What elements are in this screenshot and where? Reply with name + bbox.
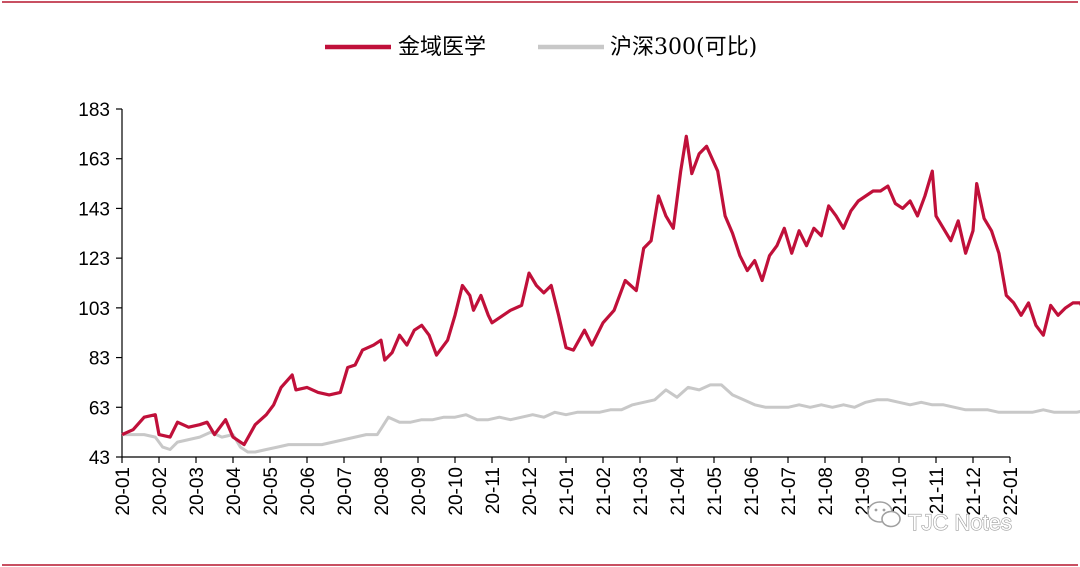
y-axis: 43 63 83 103 123 143 163 183 [78, 100, 123, 469]
x-tick-label: 21-01 [557, 467, 578, 516]
legend: 金域医学 沪深300(可比) [325, 35, 757, 60]
x-tick-label: 21-05 [705, 467, 726, 516]
y-tick-label: 103 [78, 299, 110, 320]
x-tick-label: 21-06 [742, 467, 763, 516]
plot-area [121, 134, 1080, 454]
x-tick-label: 22-01 [1001, 467, 1022, 516]
x-tick-label: 20-10 [446, 467, 467, 516]
legend-label-primary: 金域医学 [398, 35, 486, 60]
legend-label-secondary: 沪深300(可比) [610, 35, 757, 60]
x-tick-label: 20-08 [372, 467, 393, 516]
x-tick-label: 21-08 [816, 467, 837, 516]
series-line-primary [121, 134, 1080, 447]
x-tick-label: 20-07 [335, 467, 356, 516]
x-tick-label: 21-09 [853, 467, 874, 516]
y-tick-label: 143 [78, 199, 110, 220]
x-tick-label: 21-04 [668, 467, 689, 516]
y-tick-label: 83 [89, 349, 110, 370]
x-tick-label: 20-02 [150, 467, 171, 516]
x-tick-label: 20-11 [483, 467, 504, 514]
wechat-icon [867, 501, 901, 528]
x-tick-label: 21-02 [594, 467, 615, 516]
y-tick-label: 123 [78, 249, 110, 270]
series-line-secondary [122, 383, 1080, 454]
x-tick-label: 21-07 [779, 467, 800, 516]
x-tick-label: 20-03 [187, 467, 208, 516]
watermark: TJC Notes [867, 501, 1013, 536]
x-tick-label: 20-06 [298, 467, 319, 516]
y-tick-label: 163 [78, 150, 110, 171]
x-tick-label: 21-10 [890, 467, 911, 516]
x-tick-label: 20-01 [113, 467, 134, 516]
x-tick-label: 21-03 [631, 467, 652, 516]
x-tick-label: 21-12 [964, 467, 985, 516]
y-tick-label: 183 [78, 100, 110, 121]
watermark-text: TJC Notes [908, 510, 1012, 535]
x-tick-label: 20-05 [261, 467, 282, 516]
y-tick-label: 63 [89, 398, 110, 419]
x-tick-label: 20-12 [520, 467, 541, 516]
y-tick-label: 43 [89, 448, 110, 469]
x-axis: 20-01 20-02 20-03 20-04 20-05 20-06 20-07 20-08… [113, 456, 1022, 516]
x-tick-label: 21-11 [927, 467, 948, 514]
x-tick-label: 20-04 [224, 467, 245, 516]
x-tick-label: 20-09 [409, 467, 430, 516]
